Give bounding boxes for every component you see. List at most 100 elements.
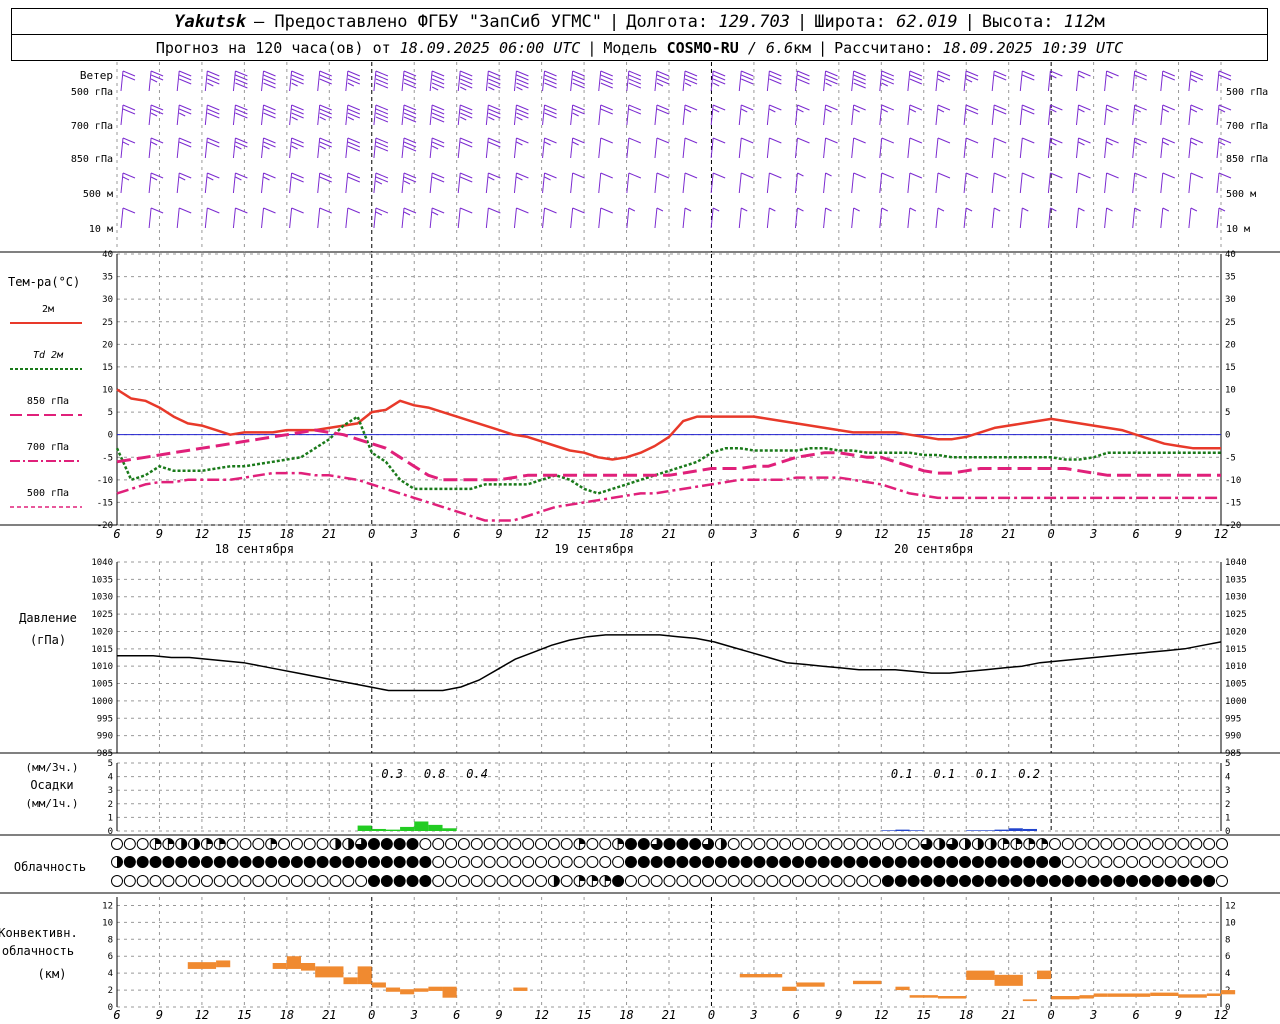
cloud-fill-full — [317, 856, 329, 868]
cloud-circle — [496, 838, 509, 850]
cloud-cover-symbol — [136, 838, 149, 850]
wind-barb — [148, 104, 164, 126]
cloud-circle — [791, 838, 804, 850]
wind-barb — [823, 137, 838, 159]
barb-shaft — [1019, 137, 1023, 159]
wind-barb — [261, 104, 276, 126]
cloud-circle — [1126, 856, 1139, 868]
cloud-cover-symbol — [894, 875, 907, 887]
cloud-cover-symbol — [637, 838, 650, 850]
wind-barb — [232, 70, 248, 92]
barb-half-feather — [1050, 108, 1057, 113]
barb-feather — [207, 137, 220, 144]
temp-xtick: 12 — [534, 527, 548, 541]
pres-ytick-left: 1020 — [91, 627, 113, 637]
barb-shaft — [373, 172, 377, 194]
barb-shaft — [682, 207, 686, 229]
cloud-circle — [213, 875, 226, 887]
wind-barb — [457, 137, 473, 159]
barb-feather — [965, 137, 979, 144]
barb-feather — [628, 82, 642, 89]
cloud-circle — [817, 875, 830, 887]
barb-shaft — [1160, 172, 1164, 194]
barb-half-feather — [825, 82, 832, 87]
barb-feather — [769, 74, 782, 81]
pres-ytick-left: 1005 — [91, 680, 113, 690]
barb-feather — [516, 104, 529, 111]
cloud-cover-symbol — [689, 838, 702, 850]
barb-feather — [628, 172, 642, 179]
cloud-fill-partial — [939, 838, 945, 850]
wind-barb — [120, 70, 136, 92]
cloud-circle — [1061, 856, 1074, 868]
cloud-fill-partial — [592, 875, 598, 881]
wind-barb — [401, 207, 417, 229]
barb-half-feather — [375, 211, 383, 216]
cloud-cover-symbol — [522, 838, 535, 850]
pres-ytick-right: 1035 — [1225, 575, 1247, 585]
barb-shaft — [766, 104, 770, 126]
cloud-circle — [727, 838, 740, 850]
wind-barb — [682, 104, 698, 126]
pres-ytick-left: 1040 — [91, 558, 113, 568]
barb-half-feather — [825, 108, 832, 113]
cloud-circle — [791, 875, 804, 887]
cloud-fill-full — [728, 856, 740, 868]
barb-feather — [347, 172, 361, 179]
cloud-fill-full — [329, 856, 341, 868]
wind-barb — [598, 137, 613, 159]
cloud-circle — [547, 838, 560, 850]
pres-ytick-right: 1025 — [1225, 610, 1247, 620]
cloud-circle — [496, 875, 509, 887]
cloud-fill-full — [368, 856, 380, 868]
conv-ytick-right: 6 — [1225, 952, 1230, 962]
cloud-fill-full — [1203, 875, 1215, 887]
cloud-cover-symbol — [355, 838, 368, 850]
cloud-cover-symbol — [1216, 875, 1228, 887]
cloud-circle — [239, 875, 252, 887]
precip-bar — [1008, 828, 1023, 831]
lon-label: Долгота: — [626, 11, 709, 32]
temp-xtick: 6 — [793, 527, 800, 541]
wind-barb — [1075, 207, 1085, 229]
prec-ytick-right: 0 — [1225, 827, 1230, 837]
cloud-cover-symbol — [637, 856, 650, 868]
barb-feather — [628, 104, 642, 111]
cloud-circle — [1087, 856, 1100, 868]
cloud-circle — [599, 838, 612, 850]
cloud-circle — [740, 838, 753, 850]
barb-feather — [179, 141, 192, 148]
wind-barb — [963, 137, 979, 159]
barb-feather — [207, 104, 220, 111]
temp-ytick-left: 0 — [108, 431, 113, 441]
cloud-cover-symbol — [226, 838, 239, 850]
cloud-fill-full — [201, 856, 213, 868]
barb-feather — [122, 207, 136, 214]
barb-half-feather — [263, 145, 270, 150]
barb-feather — [741, 137, 754, 144]
barb-shaft — [485, 172, 489, 194]
cloud-cover-symbol — [329, 838, 342, 850]
temp-legend-label: 2м — [42, 304, 54, 315]
wind-barb — [1216, 104, 1232, 126]
barb-half-feather — [516, 116, 523, 121]
barb-shaft — [991, 172, 995, 194]
cloud-fill-full — [381, 875, 393, 887]
barb-half-feather — [769, 108, 776, 113]
barb-shaft — [542, 70, 546, 92]
wind-barb — [738, 172, 754, 194]
cloud-cover-symbol — [535, 875, 548, 887]
wind-barb — [935, 137, 951, 159]
cloud-cover-symbol — [573, 856, 586, 868]
barb-feather — [431, 82, 445, 89]
barb-feather — [375, 70, 389, 77]
cloud-cover-symbol — [881, 838, 894, 850]
cloud-fill-full — [766, 856, 778, 868]
barb-shaft — [570, 207, 574, 229]
wind-barb — [513, 172, 529, 194]
cloud-cover-symbol — [1100, 856, 1113, 868]
temp-title: Тем-ра(°C) — [8, 275, 80, 289]
cloud-cover-symbol — [1177, 838, 1190, 850]
wind-barb — [1132, 137, 1147, 159]
cloud-cover-symbol — [200, 875, 213, 887]
